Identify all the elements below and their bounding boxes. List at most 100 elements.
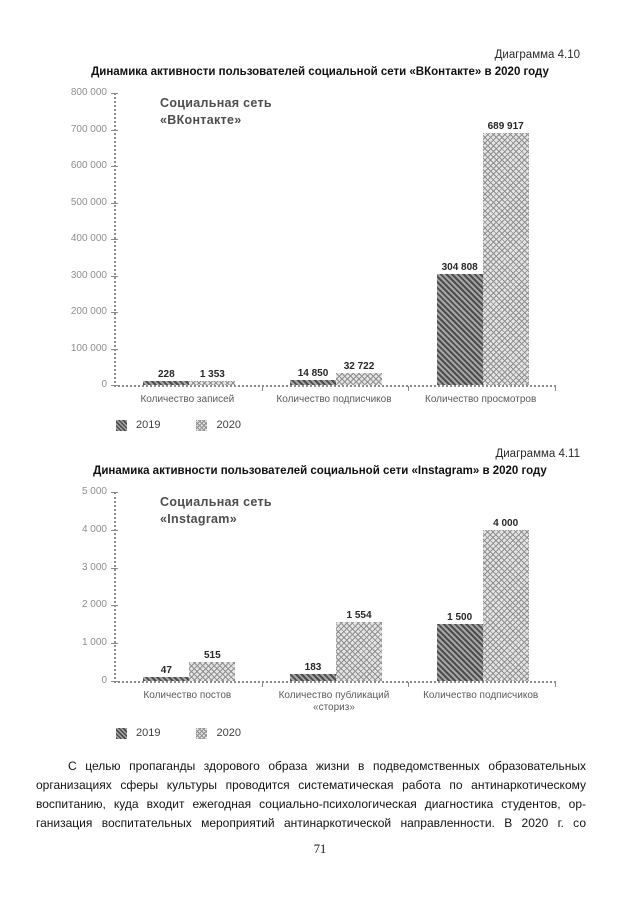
category-label-text: Количество постов [143,690,232,701]
bar-wrap: 14 850 [290,368,336,385]
x-axis-tick [555,682,556,687]
bar-group: 14 850 32 722 [290,361,382,385]
chart-inner-label: Социальная сеть «Instagram» [160,494,272,528]
y-axis-tick [111,166,118,167]
bar-group: 228 1 353 [143,369,236,385]
category-label-text: Количество записей [140,394,235,405]
legend-swatch-2020 [196,419,208,431]
bar-2020 [336,622,382,681]
y-axis-tick-label: 200 000 [70,306,107,317]
bar-value-label: 183 [304,662,322,673]
y-axis-tick [111,348,118,350]
paragraph-line: воспитанию, куда входит ежегодная социал… [36,797,586,811]
x-axis-tick [261,386,263,391]
bar-group: 1 500 4 000 [436,518,529,681]
chart-body: 800 000 700 000 600 000 500 000 400 000 300 0… [62,87,640,391]
y-axis-tick [111,529,118,531]
document-page: Диаграмма 4.10 Динамика активности польз… [36,49,640,856]
bar-wrap: 4 000 [482,518,529,681]
y-axis-tick-label: 800 000 [70,87,107,98]
bar-2020 [189,381,236,385]
paragraph-line: организациях сферы культуры проводится с… [36,778,586,792]
y-axis-tick-label: 700 000 [70,123,107,135]
y-axis-tick [111,567,118,569]
y-axis-tick [111,312,118,313]
bar-wrap: 32 722 [336,361,382,385]
bar-2020 [189,662,236,681]
category-label-text: Количество публикаций «сториз» [278,690,390,713]
legend-label: 2019 [136,727,161,739]
chart-inner-label-line: Социальная сеть [160,495,272,509]
legend-swatch-2019 [116,727,127,739]
category-label: Количество постов [114,683,261,714]
y-axis-tick-label: 0 [101,379,107,390]
bar-value-label: 304 808 [441,262,478,273]
x-axis-tick [408,682,410,687]
y-axis-tick-label: 4 000 [81,523,107,535]
y-axis-tick [111,129,118,131]
y-axis-tick-label: 500 000 [70,196,107,208]
category-labels: Количество постов Количество публикаций «… [114,683,640,714]
bar-value-label: 1 353 [199,369,225,380]
chart-inner-label: Социальная сеть «ВКонтакте» [160,95,272,129]
paragraph-line: С целью пропаганды здорового образа жизн… [68,759,586,773]
bar-wrap: 689 917 [482,121,529,385]
bar-wrap: 1 554 [336,610,382,681]
chart-inner-label-line: «ВКонтакте» [160,113,242,127]
x-axis-tick [555,386,556,391]
chart-legend: 2019 2020 [116,419,640,431]
y-axis-tick-label: 3 000 [81,561,107,573]
y-axis-tick [111,385,118,386]
category-label-text: Количество подписчиков [276,394,392,405]
bar-2020 [336,373,382,385]
bar-2019 [436,624,483,681]
bar-value-label: 228 [157,369,175,380]
bar-value-label: 1 500 [447,612,473,623]
category-label: Количество записей [114,387,261,406]
legend-item-2019: 2019 [116,419,160,431]
y-axis-tick-label: 600 000 [70,160,107,171]
bar-value-label: 4 000 [493,518,519,529]
bar-group: 47 515 [143,650,236,681]
bar-group: 304 808 689 917 [436,121,529,385]
bar-2020 [482,133,529,385]
legend-swatch-2020 [196,727,208,739]
paragraph-line: ганизация воспитательных мероприятий ант… [36,816,586,830]
bar-value-label: 32 722 [343,361,375,372]
category-labels: Количество записей Количество подписчиков… [114,387,640,406]
chart-legend: 2019 2020 [116,727,640,739]
y-axis-tick [111,93,118,94]
y-axis-tick [111,239,118,240]
x-axis-tick [261,682,263,687]
chart-inner-label-line: Социальная сеть [160,96,272,110]
bar-group: 183 1 554 [290,610,382,681]
bar-value-label: 689 917 [487,121,524,132]
legend-label: 2020 [216,727,241,739]
vk-activity-chart: 800 000 700 000 600 000 500 000 400 000 300 0… [62,87,640,431]
y-axis-tick [111,275,118,277]
chart1-title: Динамика активности пользователей социал… [91,66,549,78]
bar-wrap: 1 353 [189,369,236,385]
y-axis-tick-label: 5 000 [81,486,107,497]
y-axis-tick [111,605,118,607]
bar-wrap: 228 [143,369,190,385]
y-axis-tick-label: 0 [101,675,107,686]
bar-wrap: 183 [290,662,336,681]
legend-item-2020: 2020 [196,727,241,739]
bar-2019 [290,674,336,681]
bar-value-label: 515 [203,650,221,661]
category-label: Количество просмотров [407,387,554,406]
bar-2019 [436,274,483,385]
category-label: Количество публикаций «сториз» [261,683,408,714]
legend-swatch-2019 [116,419,127,431]
bar-2019 [143,381,190,385]
bar-value-label: 14 850 [297,368,329,379]
bar-value-label: 47 [160,665,172,676]
y-axis-tick-label: 2 000 [81,599,107,611]
chart2-title: Динамика активности пользователей социал… [93,465,547,477]
y-axis-tick-label: 100 000 [70,342,107,354]
bar-wrap: 304 808 [436,262,483,385]
legend-label: 2019 [136,419,161,431]
chart-body: 5 000 4 000 3 000 2 000 1 000 0 Социальная сет… [62,486,640,687]
body-paragraph: С целью пропаганды здорового образа жизн… [36,757,586,833]
